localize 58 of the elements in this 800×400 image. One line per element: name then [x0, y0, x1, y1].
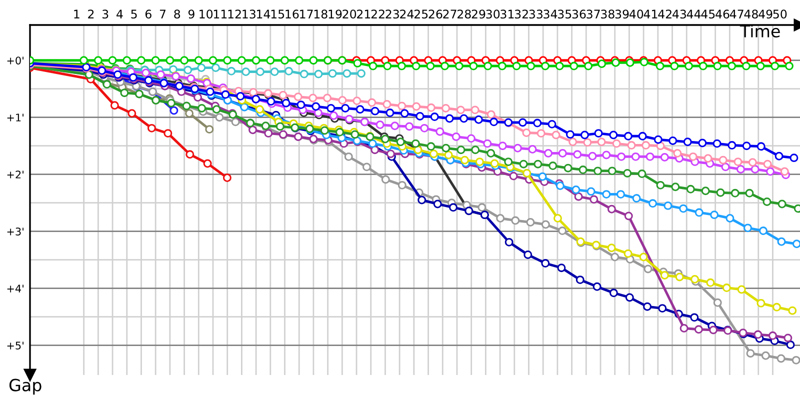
x-tick-label: 8 [174, 10, 180, 19]
x-tick-label: 13 [242, 10, 256, 19]
x-tick-label: 29 [472, 10, 486, 19]
x-tick-label: 40 [629, 10, 644, 19]
x-tick-label: 9 [188, 10, 194, 19]
x-tick-label: 5 [131, 10, 137, 19]
x-tick-label: 18 [314, 10, 328, 19]
x-tick-label: 37 [586, 10, 600, 19]
x-tick-label: 12 [228, 10, 241, 18]
x-tick-label: 14 [257, 10, 270, 18]
x-tick-label: 38 [601, 10, 614, 19]
x-tick-label: 26 [428, 10, 442, 19]
x-tick-label: 42 [658, 10, 672, 18]
x-tick-label: 4 [116, 10, 123, 18]
x-tick-label: 49 [758, 10, 772, 19]
x-tick-label: 6 [145, 10, 152, 19]
x-tick-label: 20 [342, 10, 356, 19]
x-tick-label: 28 [458, 10, 471, 19]
x-tick-label: 17 [300, 10, 313, 18]
x-tick-label: 16 [286, 10, 299, 19]
x-tick-label: 1 [74, 10, 80, 18]
x-tick-label: 39 [615, 10, 629, 19]
x-tick-label: 32 [514, 10, 528, 19]
y-tick-label: +2' [7, 170, 24, 178]
x-tick-label: 33 [529, 10, 542, 19]
x-tick-label: 19 [328, 10, 342, 19]
y-tick-label: +0' [7, 56, 24, 64]
x-tick-label: 10 [200, 10, 213, 19]
x-tick-label: 31 [500, 10, 514, 19]
x-tick-label: 48 [744, 10, 758, 19]
x-tick-label: 47 [730, 10, 744, 18]
x-tick-label: 41 [644, 10, 658, 18]
x-tick-label: 30 [486, 10, 500, 19]
y-tick-label: +3' [7, 228, 24, 236]
x-tick-label: 23 [386, 10, 399, 19]
x-tick-label: 25 [414, 10, 428, 19]
y-tick-label: +4' [7, 284, 24, 292]
x-tick-label: 2 [88, 10, 94, 18]
x-tick-label: 11 [214, 10, 227, 18]
x-tick-label: 21 [357, 10, 370, 18]
x-tick-label: 46 [716, 10, 730, 19]
x-tick-label: 50 [773, 10, 787, 19]
x-tick-label: 34 [544, 10, 558, 19]
y-axis-title: Gap [9, 378, 42, 395]
y-tick-label: +1' [7, 114, 24, 122]
x-tick-label: 43 [672, 10, 686, 19]
y-tick-label: +5' [7, 342, 24, 350]
x-axis-title: Time [740, 24, 780, 38]
x-tick-label: 35 [558, 10, 572, 19]
x-tick-label: 3 [102, 10, 108, 19]
x-tick-label: 15 [271, 10, 284, 19]
x-tick-label: 7 [160, 10, 166, 18]
x-tick-label: 22 [371, 10, 384, 18]
x-tick-label: 24 [400, 10, 414, 18]
x-tick-label: 27 [443, 10, 456, 18]
x-tick-label: 36 [572, 10, 586, 19]
x-tick-label: 44 [686, 10, 701, 18]
x-tick-label: 45 [701, 10, 715, 19]
